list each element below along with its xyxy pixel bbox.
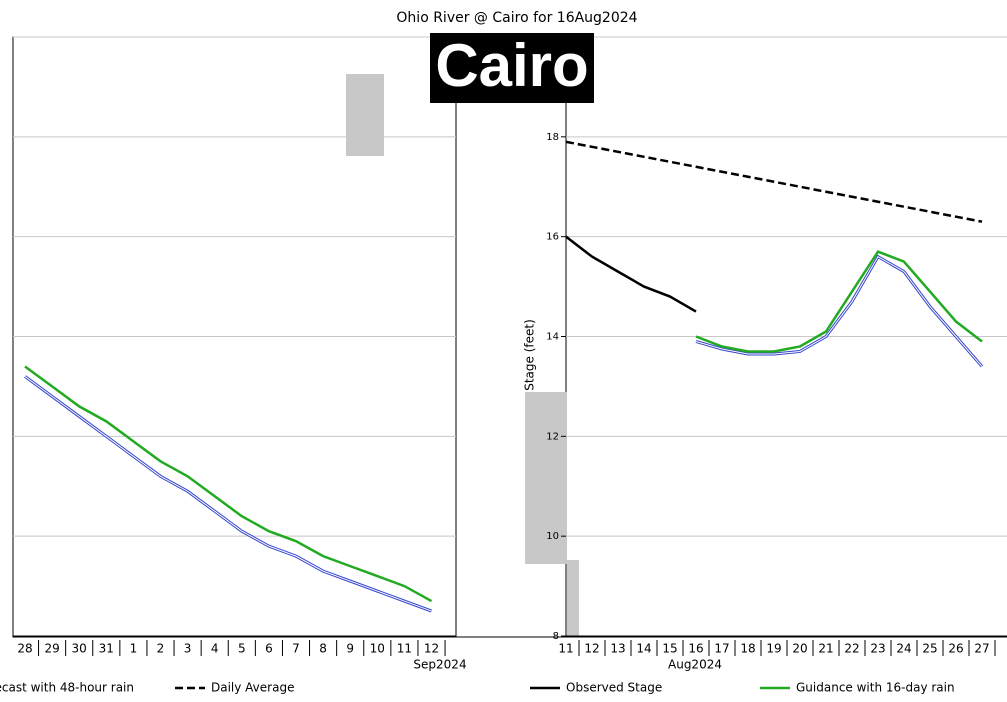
- x-tick-label: 25: [922, 642, 937, 656]
- x-tick-label: 30: [72, 642, 87, 656]
- site-label-box: [430, 33, 594, 103]
- series-line-highlight: [24, 376, 432, 612]
- y-tick-label: 10: [546, 531, 559, 542]
- x-tick-label: 3: [184, 642, 192, 656]
- x-tick-label: 8: [319, 642, 327, 656]
- x-tick-label: 9: [346, 642, 354, 656]
- glitch-block: [346, 74, 384, 156]
- x-tick-label: 26: [948, 642, 963, 656]
- y-tick-label: 8: [553, 631, 559, 642]
- series-group: [566, 140, 984, 368]
- x-tick-label: 28: [17, 642, 32, 656]
- x-tick-label: 22: [844, 642, 859, 656]
- x-tick-label: 17: [714, 642, 729, 656]
- x-tick-label: 31: [99, 642, 114, 656]
- series-line: [695, 250, 983, 353]
- y-tick-label: 16: [546, 232, 559, 243]
- x-tick-label: 21: [818, 642, 833, 656]
- x-tick-label: 18: [740, 642, 755, 656]
- series-line-highlight: [695, 255, 983, 367]
- x-tick-label: 12: [584, 642, 599, 656]
- legend-label: Daily Average: [211, 681, 294, 695]
- series-line: [566, 140, 983, 223]
- x-tick-label: 10: [370, 642, 385, 656]
- x-tick-label: 20: [792, 642, 807, 656]
- x-tick-label: 5: [238, 642, 246, 656]
- x-tick-label: 16: [688, 642, 703, 656]
- x-tick-label: 1: [130, 642, 138, 656]
- x-tick-label: 11: [558, 642, 573, 656]
- legend-label: Guidance with 16-day rain: [796, 681, 955, 695]
- x-tick-label: 15: [662, 642, 677, 656]
- plot-layer: 8101214161820111213141516171819202122232…: [0, 32, 1007, 695]
- x-tick-label: 24: [896, 642, 911, 656]
- x-tick-label: 4: [211, 642, 219, 656]
- series-line: [566, 235, 697, 313]
- series-group: [24, 365, 433, 613]
- y-tick-label: 18: [546, 132, 559, 143]
- site-label: Cairo: [435, 32, 588, 99]
- legend-label: Observed Stage: [566, 681, 662, 695]
- x-group-label: Aug2024: [668, 658, 722, 672]
- legend-label: Forecast with 48-hour rain: [0, 681, 134, 695]
- glitch-block: [567, 560, 579, 636]
- x-tick-label: 23: [870, 642, 885, 656]
- x-tick-label: 2: [157, 642, 165, 656]
- x-tick-label: 19: [766, 642, 781, 656]
- x-tick-label: 12: [424, 642, 439, 656]
- x-tick-label: 6: [265, 642, 273, 656]
- x-tick-label: 11: [397, 642, 412, 656]
- x-tick-label: 7: [292, 642, 300, 656]
- y-axis-label: Stage (feet): [523, 319, 537, 391]
- series-line: [24, 365, 433, 603]
- x-tick-label: 29: [44, 642, 59, 656]
- x-group-label: Sep2024: [413, 658, 466, 672]
- x-tick-label: 13: [610, 642, 625, 656]
- y-tick-label: 12: [546, 431, 559, 442]
- y-tick-label: 14: [546, 332, 559, 343]
- x-tick-label: 14: [636, 642, 651, 656]
- chart-title: Ohio River @ Cairo for 16Aug2024: [396, 10, 637, 26]
- glitch-block: [525, 392, 567, 564]
- x-tick-label: 27: [974, 642, 989, 656]
